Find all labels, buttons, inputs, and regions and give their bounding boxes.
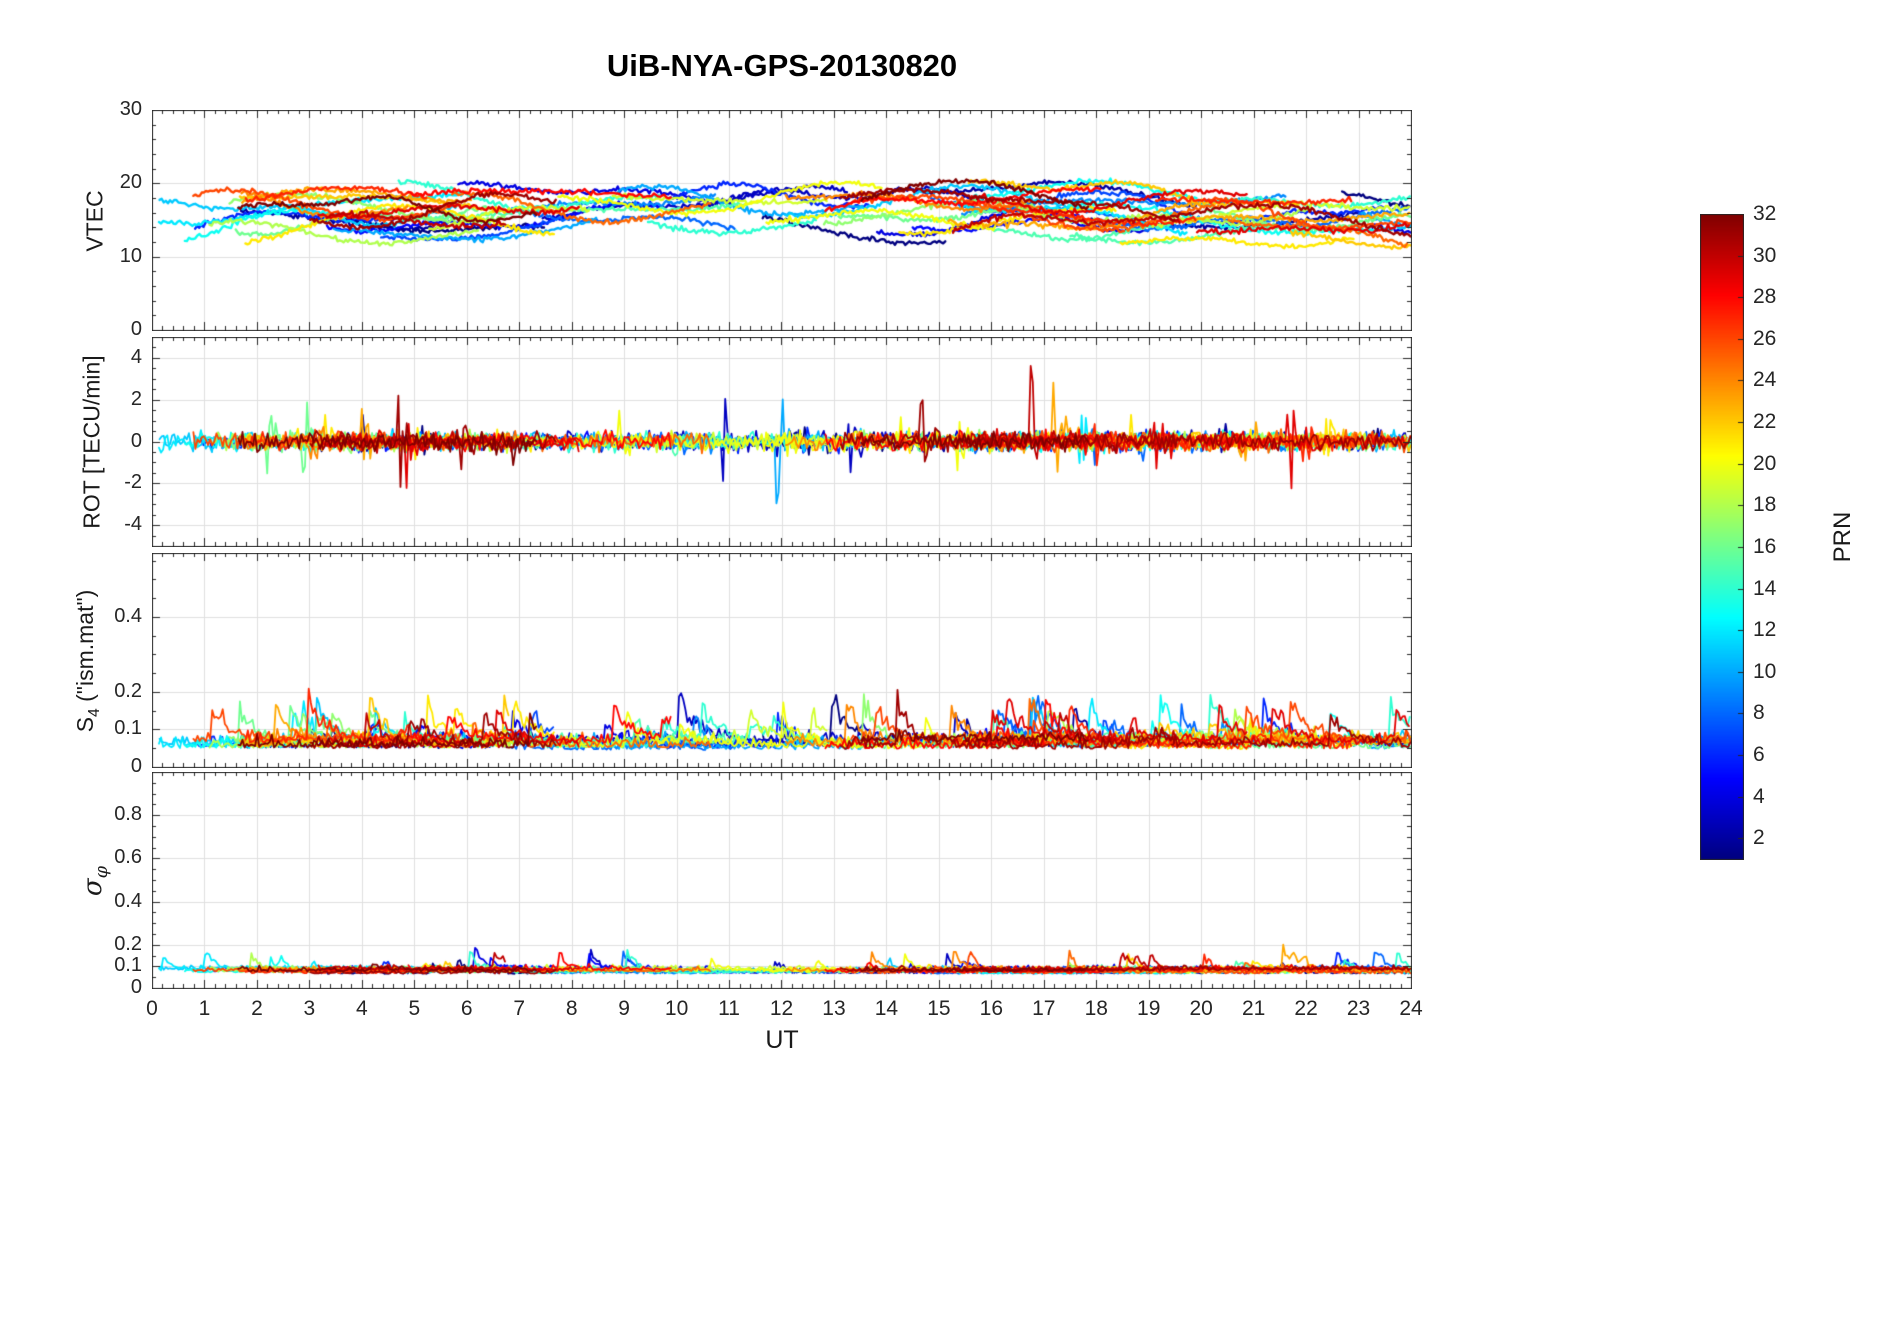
y-tick-label-sigma_phi: 0.4 [114, 889, 142, 912]
y-tick-label-rot: 4 [130, 345, 142, 368]
x-tick-label: 12 [769, 997, 794, 1020]
x-tick-label: 1 [198, 997, 211, 1020]
sigma-phi-plot-canvas [152, 772, 1412, 989]
y-tick-label-sigma_phi: 0.2 [114, 932, 142, 955]
x-tick-label: 4 [355, 997, 368, 1020]
x-tick-label: 0 [146, 997, 158, 1020]
colorbar-tick-label: 10 [1753, 659, 1777, 683]
y-tick-label-sigma_phi: 0.1 [114, 954, 142, 977]
y-tick-label-s4: 0.4 [114, 604, 142, 627]
colorbar-tick-label: 12 [1753, 617, 1777, 641]
s4-plot-canvas [152, 553, 1412, 768]
y-tick-label-sigma_phi: 0 [130, 976, 142, 998]
x-tick-label: 7 [513, 997, 526, 1020]
x-tick-label: 9 [618, 997, 630, 1020]
rot-plot-canvas [152, 337, 1412, 547]
colorbar-tick-label: 14 [1753, 576, 1777, 600]
x-tick-label: 21 [1241, 997, 1266, 1020]
colorbar-tick-label: 16 [1753, 534, 1777, 558]
x-tick-label: 8 [565, 997, 578, 1020]
y-tick-label-vtec: 10 [119, 244, 142, 267]
xlabel-ut: UT [765, 1026, 799, 1054]
x-tick-label: 10 [664, 997, 689, 1020]
x-tick-label: 15 [927, 997, 951, 1020]
y-tick-label-s4: 0 [130, 755, 142, 777]
x-tick-label: 5 [408, 997, 421, 1020]
x-tick-label: 16 [979, 997, 1003, 1020]
x-tick-label: 2 [251, 997, 263, 1020]
x-tick-label: 19 [1137, 997, 1161, 1020]
colorbar-tick-label: 24 [1753, 367, 1777, 391]
y-tick-label-sigma_phi: 0.6 [114, 846, 142, 869]
x-tick-label: 22 [1294, 997, 1318, 1020]
colorbar-tick-label: 8 [1753, 700, 1765, 724]
ylabel-s4-subscript: 4 [85, 707, 103, 717]
colorbar-tick-label: 6 [1753, 742, 1765, 766]
y-tick-label-vtec: 30 [119, 98, 142, 120]
ylabel-vtec: VTEC [82, 190, 109, 251]
y-tick-label-sigma_phi: 0.8 [114, 803, 142, 826]
x-tick-label: 23 [1346, 997, 1371, 1020]
colorbar-tick-label: 20 [1753, 451, 1777, 475]
colorbar-tick-label: 2 [1753, 825, 1765, 849]
colorbar-tick-label: 30 [1753, 243, 1777, 267]
y-tick-label-rot: 2 [130, 387, 142, 410]
x-tick-label: 18 [1084, 997, 1108, 1020]
x-tick-label: 14 [874, 997, 899, 1020]
x-tick-label: 20 [1189, 997, 1213, 1020]
colorbar-tick-label: 28 [1753, 284, 1777, 308]
y-tick-label-vtec: 0 [130, 318, 142, 340]
colorbar-tick-label: 22 [1753, 409, 1777, 433]
ylabel-vtec-text: VTEC [81, 189, 108, 252]
x-tick-label: 17 [1032, 997, 1056, 1020]
vtec-plot-canvas [152, 110, 1412, 331]
colorbar-tick-label: 18 [1753, 492, 1777, 516]
x-tick-label: 3 [303, 997, 316, 1020]
colorbar-tick-label: 26 [1753, 326, 1777, 350]
colorbar [1700, 214, 1744, 860]
colorbar-label: PRN [1829, 511, 1856, 563]
x-tick-label: 13 [822, 997, 846, 1020]
x-tick-label: 11 [718, 997, 740, 1020]
y-tick-label-vtec: 20 [119, 171, 142, 194]
y-tick-label-s4: 0.2 [114, 679, 142, 702]
x-tick-label: 24 [1399, 997, 1423, 1020]
y-tick-label-rot: -2 [124, 471, 142, 494]
y-tick-label-rot: 0 [130, 429, 142, 452]
y-tick-label-s4: 0.1 [114, 717, 142, 740]
colorbar-tick-label: 32 [1753, 201, 1777, 225]
colorbar-tick-label: 4 [1753, 784, 1765, 808]
chart-title: UiB-NYA-GPS-20130820 [606, 48, 958, 83]
x-tick-label: 6 [460, 997, 473, 1020]
y-tick-label-rot: -4 [124, 513, 142, 536]
